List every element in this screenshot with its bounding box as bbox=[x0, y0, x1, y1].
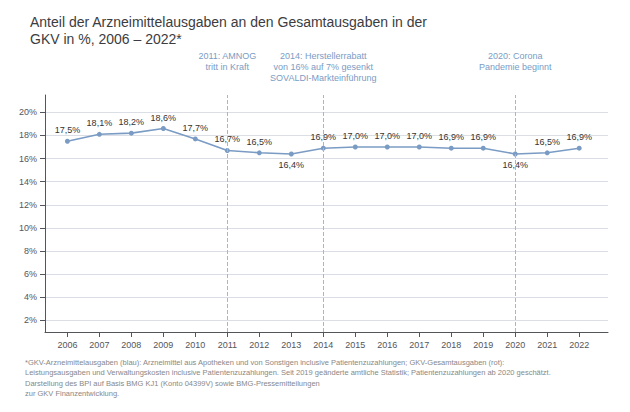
svg-text:17,7%: 17,7% bbox=[183, 123, 209, 133]
svg-text:16,9%: 16,9% bbox=[438, 132, 464, 142]
svg-text:2014: Herstellerrabatt: 2014: Herstellerrabatt bbox=[280, 51, 367, 61]
svg-text:16,4%: 16,4% bbox=[279, 160, 305, 170]
svg-text:2016: 2016 bbox=[377, 340, 397, 350]
svg-text:2020: 2020 bbox=[505, 340, 525, 350]
svg-text:6%: 6% bbox=[24, 269, 37, 279]
svg-text:2011: 2011 bbox=[218, 340, 237, 350]
svg-text:zur GKV Finanzentwicklung.: zur GKV Finanzentwicklung. bbox=[25, 389, 119, 398]
svg-text:Leistungsausgaben und Verwaltu: Leistungsausgaben und Verwaltungskosten … bbox=[25, 368, 551, 377]
svg-text:Darstellung des BPI auf Basis: Darstellung des BPI auf Basis BMG KJ1 (K… bbox=[25, 379, 320, 388]
svg-text:von 16% auf 7% gesenkt: von 16% auf 7% gesenkt bbox=[274, 62, 374, 72]
svg-text:17,0%: 17,0% bbox=[407, 131, 433, 141]
svg-text:17,0%: 17,0% bbox=[375, 131, 401, 141]
svg-text:16,9%: 16,9% bbox=[470, 132, 496, 142]
svg-text:2014: 2014 bbox=[313, 340, 333, 350]
svg-text:2021: 2021 bbox=[537, 340, 557, 350]
svg-text:20%: 20% bbox=[19, 107, 37, 117]
svg-text:2010: 2010 bbox=[185, 340, 205, 350]
svg-text:2022: 2022 bbox=[569, 340, 589, 350]
svg-text:4%: 4% bbox=[24, 292, 37, 302]
svg-text:2006: 2006 bbox=[57, 340, 77, 350]
svg-text:*GKV-Arzneimittelausgaben (bla: *GKV-Arzneimittelausgaben (blau): Arznei… bbox=[25, 358, 504, 367]
svg-text:Anteil der Arzneimittelausgabe: Anteil der Arzneimittelausgaben an den G… bbox=[30, 14, 427, 30]
svg-text:2020: Corona: 2020: Corona bbox=[488, 51, 543, 61]
svg-text:16,5%: 16,5% bbox=[247, 137, 273, 147]
svg-text:2015: 2015 bbox=[345, 340, 365, 350]
svg-text:2007: 2007 bbox=[89, 340, 109, 350]
svg-text:18,6%: 18,6% bbox=[151, 113, 177, 123]
svg-text:14%: 14% bbox=[19, 177, 37, 187]
svg-text:2%: 2% bbox=[24, 315, 37, 325]
svg-text:18%: 18% bbox=[19, 130, 37, 140]
svg-text:2011: AMNOG: 2011: AMNOG bbox=[198, 51, 256, 61]
svg-text:Pandemie beginnt: Pandemie beginnt bbox=[479, 62, 552, 72]
svg-text:2018: 2018 bbox=[441, 340, 461, 350]
svg-text:2009: 2009 bbox=[153, 340, 173, 350]
svg-text:tritt in Kraft: tritt in Kraft bbox=[206, 62, 250, 72]
svg-text:2008: 2008 bbox=[121, 340, 141, 350]
svg-text:GKV in %, 2006 – 2022*: GKV in %, 2006 – 2022* bbox=[30, 31, 182, 47]
svg-text:2012: 2012 bbox=[249, 340, 269, 350]
svg-text:17,5%: 17,5% bbox=[55, 125, 81, 135]
svg-text:18,1%: 18,1% bbox=[87, 118, 113, 128]
svg-text:12%: 12% bbox=[19, 200, 37, 210]
svg-text:16,4%: 16,4% bbox=[502, 160, 528, 170]
svg-text:SOVALDI-Markteinführung: SOVALDI-Markteinführung bbox=[270, 73, 376, 83]
svg-text:8%: 8% bbox=[24, 246, 37, 256]
svg-text:16,9%: 16,9% bbox=[310, 132, 337, 143]
svg-text:16,7%: 16,7% bbox=[214, 134, 241, 145]
svg-text:2013: 2013 bbox=[281, 340, 301, 350]
svg-text:2019: 2019 bbox=[473, 340, 493, 350]
svg-text:16%: 16% bbox=[19, 154, 37, 164]
svg-text:10%: 10% bbox=[19, 223, 37, 233]
svg-text:17,0%: 17,0% bbox=[343, 131, 369, 141]
svg-text:2017: 2017 bbox=[409, 340, 429, 350]
svg-text:16,5%: 16,5% bbox=[534, 137, 560, 147]
svg-text:18,2%: 18,2% bbox=[119, 117, 145, 127]
svg-text:16,9%: 16,9% bbox=[566, 132, 592, 142]
